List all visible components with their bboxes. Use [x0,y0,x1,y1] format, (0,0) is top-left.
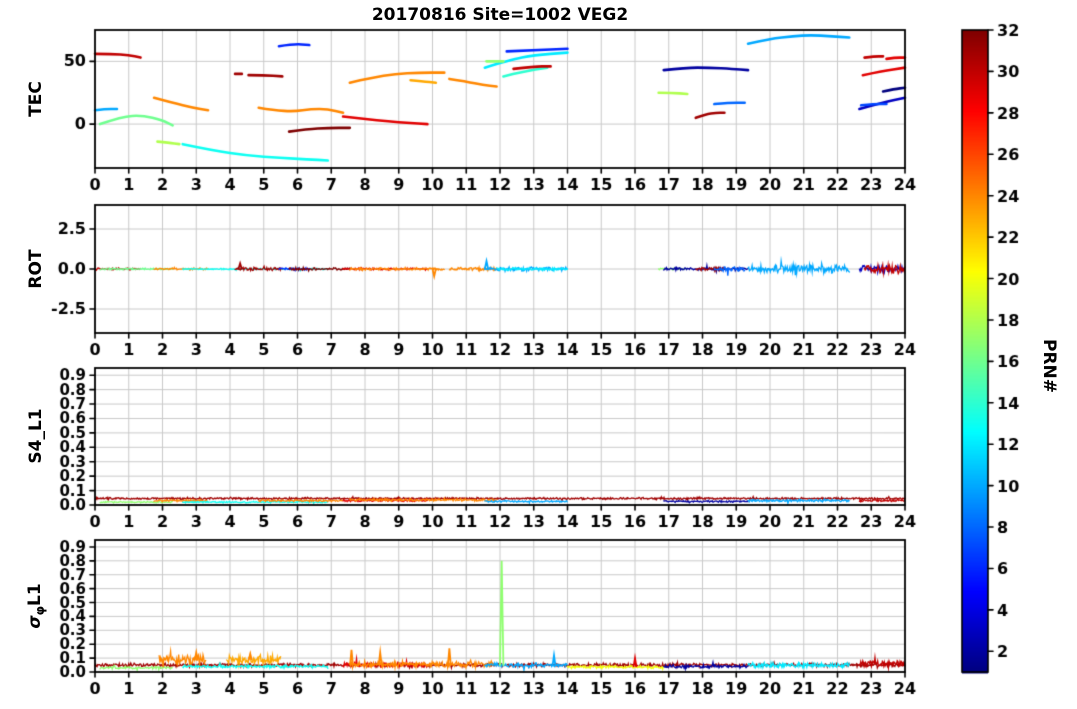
tec-axis-label: TEC [26,81,46,117]
sigma-phi-axis-label: σφL1 [25,583,47,628]
s4-axis-label: S4_L1 [26,408,46,464]
chart-title: 20170816 Site=1002 VEG2 [371,5,629,25]
phi-subscript: φ [33,606,48,616]
rot-axis-label: ROT [26,249,46,289]
colorbar-label: PRN# [1039,338,1059,394]
sigma-symbol: σ [24,615,45,629]
l1-label-text: L1 [24,583,45,607]
